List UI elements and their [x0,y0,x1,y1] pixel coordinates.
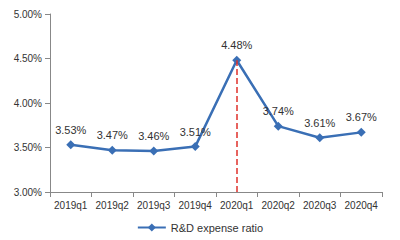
svg-text:4.48%: 4.48% [221,39,252,51]
svg-text:2019q1: 2019q1 [54,200,88,211]
svg-text:3.47%: 3.47% [97,129,128,141]
svg-text:3.51%: 3.51% [180,126,211,138]
svg-text:2020q3: 2020q3 [303,200,337,211]
svg-text:2019q2: 2019q2 [96,200,130,211]
svg-text:2019q3: 2019q3 [137,200,171,211]
svg-text:3.67%: 3.67% [346,111,377,123]
svg-text:4.50%: 4.50% [14,53,42,64]
svg-text:2020q2: 2020q2 [262,200,296,211]
svg-text:5.00%: 5.00% [14,9,42,20]
svg-text:3.53%: 3.53% [55,124,86,136]
svg-text:2020q1: 2020q1 [220,200,254,211]
svg-text:4.00%: 4.00% [14,98,42,109]
svg-text:R&D expense ratio: R&D expense ratio [171,222,263,234]
svg-text:3.00%: 3.00% [14,187,42,198]
svg-text:2020q4: 2020q4 [345,200,379,211]
svg-text:3.61%: 3.61% [304,117,335,129]
svg-text:3.74%: 3.74% [263,105,294,117]
svg-text:3.50%: 3.50% [14,142,42,153]
svg-text:2019q4: 2019q4 [179,200,213,211]
svg-text:3.46%: 3.46% [138,130,169,142]
